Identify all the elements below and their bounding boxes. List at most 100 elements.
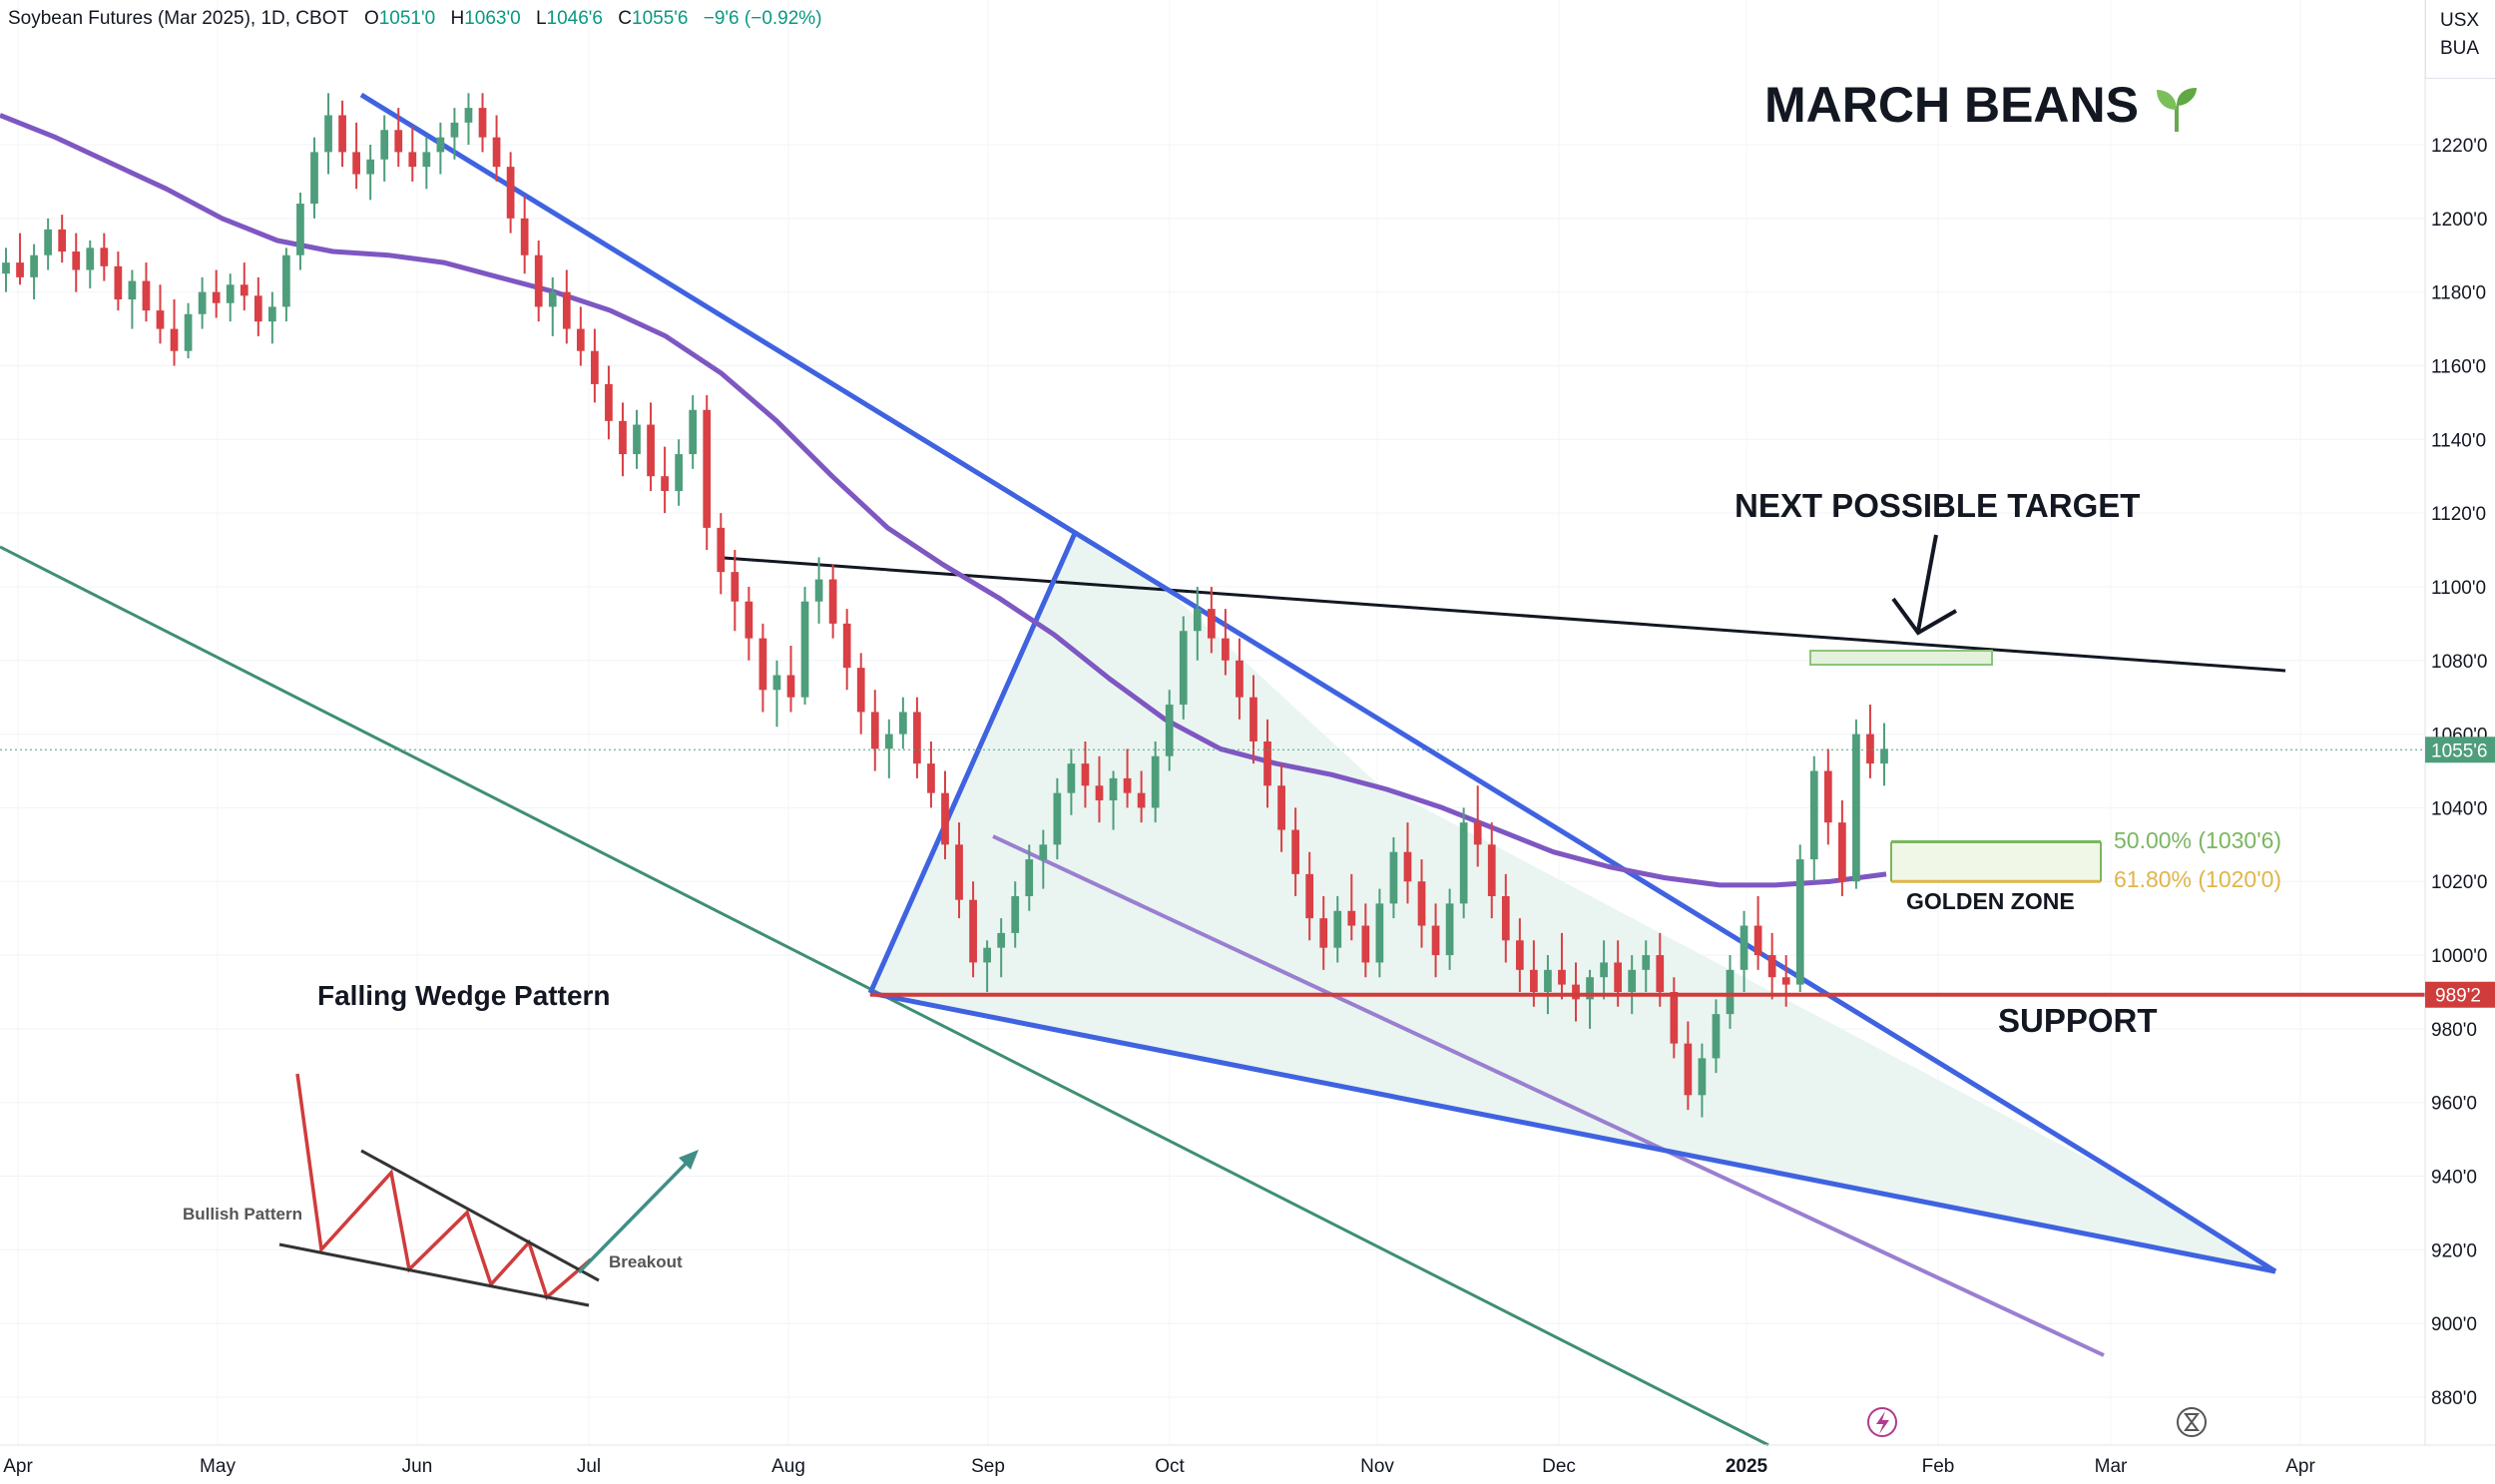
candle-body bbox=[1445, 903, 1454, 956]
moving-average bbox=[0, 113, 1887, 888]
inset-breakout-arrow bbox=[679, 1150, 699, 1170]
wedge-tip-line bbox=[2144, 1187, 2277, 1274]
candle bbox=[1431, 903, 1440, 978]
candle bbox=[717, 513, 726, 595]
candle-body bbox=[1515, 940, 1524, 970]
resistance-line bbox=[723, 556, 2286, 673]
candle bbox=[86, 240, 95, 288]
candle-body bbox=[296, 204, 304, 255]
candle-body bbox=[1222, 638, 1230, 661]
price-tick-label: 1080'0 bbox=[2431, 652, 2487, 673]
candle bbox=[1011, 881, 1020, 948]
candle-body bbox=[548, 291, 557, 307]
candle-body bbox=[814, 579, 823, 602]
chart-title-text: MARCH BEANS bbox=[1764, 77, 2139, 133]
inset-title: Falling Wedge Pattern bbox=[317, 980, 611, 1011]
candle-body bbox=[408, 152, 417, 168]
candle bbox=[1095, 755, 1104, 823]
candle-body bbox=[1501, 896, 1510, 941]
candle bbox=[1473, 785, 1482, 867]
candle bbox=[100, 233, 109, 281]
low-label: L bbox=[535, 8, 547, 29]
candle-body bbox=[1530, 969, 1538, 992]
candle-body bbox=[1137, 792, 1146, 808]
candle-body bbox=[1544, 969, 1552, 992]
candle bbox=[324, 93, 332, 175]
candle bbox=[1572, 962, 1580, 1022]
candle bbox=[492, 115, 501, 182]
candle bbox=[1222, 609, 1230, 676]
candle-body bbox=[142, 280, 151, 311]
support-label: SUPPORT bbox=[1998, 1002, 2158, 1039]
low-value: 1046'6 bbox=[546, 8, 603, 29]
candle-body bbox=[1109, 777, 1118, 801]
candle-body bbox=[1081, 763, 1090, 786]
time-tick-label: Dec bbox=[1542, 1456, 1576, 1477]
candle bbox=[913, 697, 921, 778]
candle bbox=[1249, 675, 1257, 764]
inset-breakout-label: Breakout bbox=[609, 1252, 683, 1271]
candle-body bbox=[605, 383, 613, 421]
currency-unit-box[interactable]: USX BUA bbox=[2425, 0, 2495, 79]
candle bbox=[661, 446, 669, 514]
candle-body bbox=[1614, 962, 1623, 992]
fib-50-label: 50.00% (1030'6) bbox=[2114, 827, 2282, 853]
candle bbox=[1193, 586, 1202, 661]
time-axis: Apr May Jun Jul Aug Sep Oct Nov Dec 2025 Feb Mar Apr bbox=[0, 1407, 2495, 1477]
fib-618-label: 61.80% (1020'0) bbox=[2114, 866, 2282, 892]
time-tick-label: Oct bbox=[1155, 1456, 1185, 1477]
candle-body bbox=[1823, 770, 1832, 823]
candle bbox=[380, 115, 389, 182]
candle bbox=[16, 233, 24, 285]
candle bbox=[1838, 800, 1846, 896]
candle-body bbox=[772, 675, 781, 691]
candle bbox=[1866, 705, 1874, 778]
candle bbox=[1236, 638, 1244, 720]
candle-body bbox=[1852, 734, 1860, 882]
candles bbox=[2, 93, 1888, 1118]
candle bbox=[464, 93, 473, 145]
candle bbox=[506, 152, 515, 234]
candle bbox=[633, 409, 641, 469]
candle-body bbox=[1277, 785, 1285, 830]
candle-body bbox=[1740, 925, 1748, 970]
candle bbox=[1137, 770, 1146, 823]
candle bbox=[170, 299, 179, 366]
candle bbox=[1361, 903, 1370, 978]
candle bbox=[562, 269, 571, 344]
candle-body bbox=[619, 420, 627, 455]
candle bbox=[1151, 741, 1160, 823]
candle bbox=[1544, 955, 1552, 1015]
candle bbox=[1305, 851, 1314, 941]
candle bbox=[1165, 690, 1174, 771]
candle-body bbox=[1095, 785, 1104, 801]
time-tick-label: Nov bbox=[1360, 1456, 1394, 1477]
candle-body bbox=[1179, 631, 1188, 706]
price-tick-label: 1220'0 bbox=[2431, 136, 2487, 157]
candle-body bbox=[86, 247, 95, 270]
candle-body bbox=[352, 152, 360, 175]
candle bbox=[800, 586, 809, 706]
candle bbox=[58, 215, 67, 263]
candle bbox=[1417, 859, 1426, 948]
candle bbox=[1767, 932, 1776, 1000]
chart-title: MARCH BEANS bbox=[1764, 76, 2201, 134]
hourglass-icon bbox=[2177, 1407, 2207, 1437]
candle-body bbox=[1838, 822, 1846, 882]
candle-body bbox=[633, 424, 641, 455]
price-tick-label: 1180'0 bbox=[2431, 283, 2486, 304]
candle-body bbox=[240, 284, 249, 296]
time-tick-label: Feb bbox=[1922, 1456, 1955, 1477]
candle-body bbox=[1880, 748, 1888, 764]
support-price-label: 989'2 bbox=[2435, 986, 2481, 1007]
candle-body bbox=[842, 623, 851, 669]
change-value: −9'6 (−0.92%) bbox=[703, 8, 822, 29]
candle-body bbox=[1347, 910, 1356, 926]
candle-body bbox=[1361, 925, 1370, 963]
candle-body bbox=[1123, 777, 1132, 793]
time-tick-label: Jun bbox=[402, 1456, 433, 1477]
candle bbox=[884, 719, 893, 778]
open-label: O bbox=[363, 8, 379, 29]
